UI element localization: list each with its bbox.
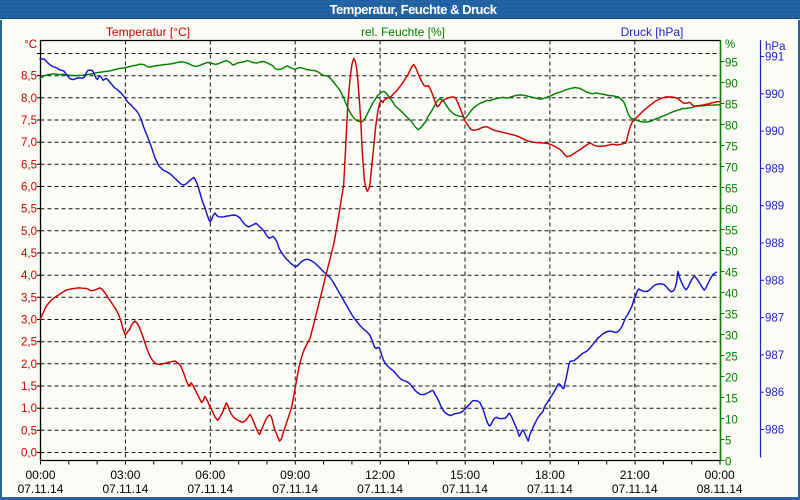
svg-text:Druck [hPa]: Druck [hPa] xyxy=(621,25,684,39)
svg-text:1,0: 1,0 xyxy=(21,403,37,415)
svg-text:90: 90 xyxy=(725,79,738,91)
svg-text:989: 989 xyxy=(765,163,784,175)
svg-text:70: 70 xyxy=(725,163,738,175)
svg-text:95: 95 xyxy=(725,58,738,70)
svg-text:%: % xyxy=(725,39,735,51)
svg-text:5,5: 5,5 xyxy=(21,204,37,216)
svg-text:991: 991 xyxy=(765,52,784,64)
svg-text:07.11.14: 07.11.14 xyxy=(612,482,658,496)
svg-text:hPa: hPa xyxy=(765,41,786,53)
svg-text:1,5: 1,5 xyxy=(21,381,37,393)
svg-text:60: 60 xyxy=(725,205,738,217)
svg-text:988: 988 xyxy=(765,238,784,250)
svg-text:2,5: 2,5 xyxy=(21,337,37,349)
svg-text:989: 989 xyxy=(765,201,784,213)
svg-text:8,0: 8,0 xyxy=(21,93,37,105)
svg-text:00:00: 00:00 xyxy=(705,468,735,482)
svg-text:35: 35 xyxy=(725,310,738,322)
svg-text:2,0: 2,0 xyxy=(21,359,37,371)
svg-text:10: 10 xyxy=(725,415,738,427)
svg-text:06:00: 06:00 xyxy=(195,468,225,482)
svg-text:°C: °C xyxy=(24,39,37,51)
svg-text:0,5: 0,5 xyxy=(21,425,37,437)
svg-text:3,0: 3,0 xyxy=(21,315,37,327)
svg-text:85: 85 xyxy=(725,100,738,112)
svg-text:5: 5 xyxy=(725,436,731,448)
svg-text:986: 986 xyxy=(765,425,784,437)
svg-text:8,5: 8,5 xyxy=(21,71,37,83)
svg-text:65: 65 xyxy=(725,184,738,196)
svg-text:75: 75 xyxy=(725,142,738,154)
svg-text:6,0: 6,0 xyxy=(21,182,37,194)
svg-text:07.11.14: 07.11.14 xyxy=(272,482,318,496)
svg-text:12:00: 12:00 xyxy=(365,468,395,482)
svg-text:4,5: 4,5 xyxy=(21,248,37,260)
svg-text:0: 0 xyxy=(725,457,731,469)
svg-text:07.11.14: 07.11.14 xyxy=(18,482,64,496)
svg-text:4,0: 4,0 xyxy=(21,270,37,282)
svg-text:07.11.14: 07.11.14 xyxy=(102,482,148,496)
svg-text:40: 40 xyxy=(725,289,738,301)
svg-text:80: 80 xyxy=(725,121,738,133)
svg-text:3,5: 3,5 xyxy=(21,292,37,304)
svg-text:990: 990 xyxy=(765,126,784,138)
svg-text:987: 987 xyxy=(765,313,784,325)
svg-text:07.11.14: 07.11.14 xyxy=(357,482,403,496)
svg-text:7,0: 7,0 xyxy=(21,137,37,149)
svg-text:25: 25 xyxy=(725,352,738,364)
svg-text:07.11.14: 07.11.14 xyxy=(187,482,233,496)
svg-text:7,5: 7,5 xyxy=(21,115,37,127)
svg-text:07.11.14: 07.11.14 xyxy=(442,482,488,496)
svg-text:50: 50 xyxy=(725,247,738,259)
svg-text:15: 15 xyxy=(725,394,738,406)
svg-text:08.11.14: 08.11.14 xyxy=(697,482,743,496)
svg-text:30: 30 xyxy=(725,331,738,343)
svg-text:55: 55 xyxy=(725,226,738,238)
svg-text:5,0: 5,0 xyxy=(21,226,37,238)
svg-text:03:00: 03:00 xyxy=(110,468,140,482)
svg-text:18:00: 18:00 xyxy=(535,468,565,482)
svg-text:07.11.14: 07.11.14 xyxy=(527,482,573,496)
svg-text:990: 990 xyxy=(765,89,784,101)
svg-text:09:00: 09:00 xyxy=(280,468,310,482)
svg-text:Temperatur [°C]: Temperatur [°C] xyxy=(106,25,190,39)
svg-text:00:00: 00:00 xyxy=(25,468,55,482)
svg-text:rel. Feuchte [%]: rel. Feuchte [%] xyxy=(361,25,445,39)
svg-text:987: 987 xyxy=(765,350,784,362)
svg-text:15:00: 15:00 xyxy=(450,468,480,482)
svg-text:6,5: 6,5 xyxy=(21,159,37,171)
svg-text:45: 45 xyxy=(725,268,738,280)
svg-text:986: 986 xyxy=(765,387,784,399)
svg-text:988: 988 xyxy=(765,275,784,287)
svg-text:20: 20 xyxy=(725,373,738,385)
svg-text:0,0: 0,0 xyxy=(21,448,37,460)
svg-text:21:00: 21:00 xyxy=(620,468,650,482)
